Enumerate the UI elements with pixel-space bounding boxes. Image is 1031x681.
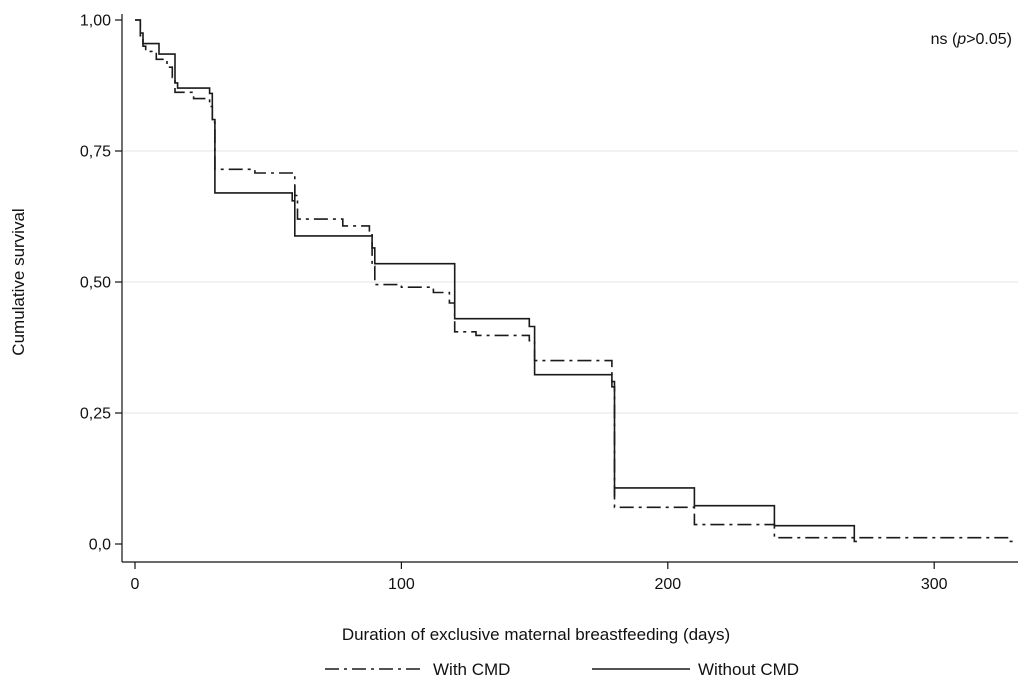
x-tick-label-0: 0 [131,576,140,593]
annotation-prefix: ns ( [931,31,958,48]
significance-annotation: ns (p>0.05) [931,31,1012,48]
y-tick-label-2: 0,50 [80,275,111,292]
y-tick-label-4: 1,00 [80,13,111,30]
legend-label-with-cmd: With CMD [433,660,510,679]
annotation-suffix: >0.05) [966,31,1012,48]
x-tick-label-2: 200 [654,576,681,593]
y-axis-title: Cumulative survival [9,208,28,355]
series-lines [135,19,1015,543]
y-tick-label-1: 0,25 [80,406,111,423]
x-tick-label-3: 300 [921,576,948,593]
series-line-with-cmd [135,19,1015,543]
gridlines [122,150,1018,414]
annotation-p-italic: p [956,31,966,48]
x-tick-label-1: 100 [388,576,415,593]
series-line-without-cmd [135,19,857,543]
legend-label-without-cmd: Without CMD [698,660,799,679]
legend: With CMD Without CMD [325,660,799,679]
y-tick-label-3: 0,75 [80,144,111,161]
axes: 0,0 0,25 0,50 0,75 1,00 0 100 200 300 [80,13,1018,593]
x-axis-title: Duration of exclusive maternal breastfee… [342,625,730,644]
y-tick-label-0: 0,0 [89,537,111,554]
